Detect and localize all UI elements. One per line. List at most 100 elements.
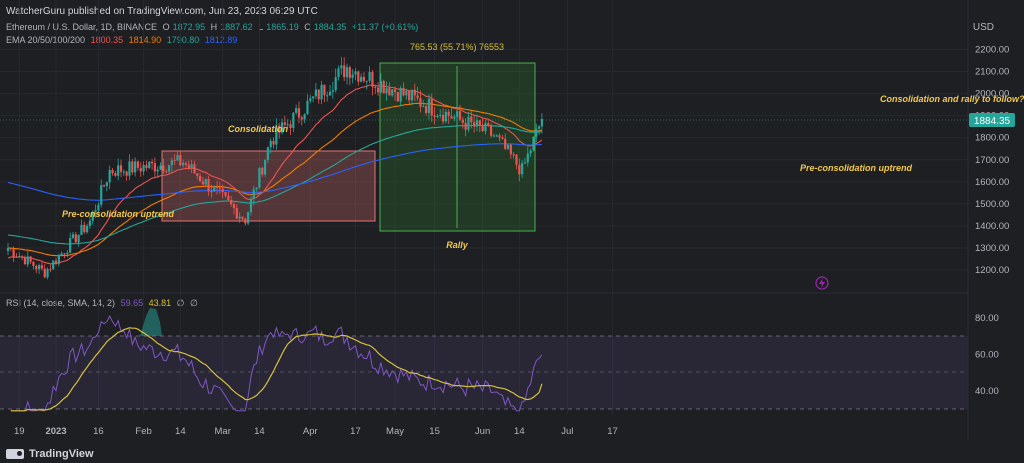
candle-body [235, 208, 238, 219]
ema-line [7, 143, 542, 201]
rsi-band [0, 336, 968, 409]
candle-body [351, 74, 354, 78]
candle-body [9, 248, 12, 250]
candle-body [456, 111, 459, 117]
rsi-panel [0, 308, 968, 412]
candle-body [71, 234, 75, 238]
candle-body [156, 169, 159, 172]
candle-body [57, 255, 60, 264]
candle-body [46, 269, 49, 278]
candle-body [504, 138, 507, 149]
candle-body [117, 165, 120, 176]
candles [6, 56, 544, 280]
candle-body [320, 84, 323, 100]
candle-body [261, 167, 264, 175]
candle-body [379, 80, 382, 93]
rally-label: Rally [446, 240, 469, 250]
candle-body [436, 115, 439, 117]
price-tick-label: 2200.00 [975, 44, 1009, 55]
candle-body [371, 72, 374, 87]
rsi-overbought-fill [140, 308, 162, 336]
ema-200-value: 1812.89 [204, 35, 238, 45]
candle-body [506, 144, 510, 149]
candle-body [66, 252, 69, 255]
candle-body [258, 167, 261, 188]
ema-50-value: 1814.90 [128, 35, 162, 45]
candle-body [199, 175, 202, 182]
candle-body [255, 187, 258, 190]
candle-body [210, 191, 213, 193]
candle-body [526, 153, 529, 163]
time-tick-label: 14 [254, 426, 265, 437]
candle-body [230, 199, 233, 205]
candle-body [419, 98, 422, 107]
time-tick-label: 14 [175, 426, 186, 437]
price-tick-label: 2000.00 [975, 89, 1009, 100]
candle-body [111, 170, 114, 174]
candle-body [388, 88, 391, 96]
candle-body [328, 91, 332, 96]
candle-body [458, 111, 462, 120]
candle-body [495, 135, 498, 137]
time-tick-label: Jul [561, 426, 573, 437]
candle-body [529, 150, 532, 154]
candle-body [402, 87, 405, 96]
candle-body [360, 76, 363, 82]
ema-line [7, 124, 542, 245]
candle-body [207, 178, 210, 192]
candle-body [193, 164, 196, 174]
candle-body [306, 100, 309, 115]
time-tick-label: Apr [303, 426, 318, 437]
candle-body [357, 71, 360, 82]
candle-body [512, 154, 515, 156]
candle-body [532, 136, 535, 151]
candle-body [196, 173, 199, 176]
candle-body [492, 135, 495, 137]
candle-body [501, 137, 504, 139]
candle-body [345, 67, 349, 78]
candle-body [391, 89, 394, 96]
candle-body [430, 98, 433, 116]
candle-body [49, 269, 52, 271]
candle-body [60, 253, 63, 256]
rsi-tick-label: 80.00 [975, 313, 999, 324]
candle-body [148, 161, 151, 169]
footer-brand[interactable]: TradingView [6, 448, 94, 460]
rsi-tick-label: 40.00 [975, 386, 999, 397]
time-tick-label: 15 [429, 426, 440, 437]
candle-body [425, 106, 428, 113]
time-tick-label: 16 [93, 426, 104, 437]
candle-body [100, 185, 103, 205]
time-tick-label: 2023 [45, 426, 66, 437]
time-tick-label: Feb [135, 426, 151, 437]
candle-body [518, 164, 521, 175]
candle-body [244, 218, 247, 224]
candle-body [102, 185, 106, 187]
candle-body [447, 111, 450, 117]
candle-body [484, 123, 487, 132]
ohlc-close: 1884.35 [313, 22, 347, 32]
candle-body [108, 170, 111, 183]
candle-body [475, 120, 479, 127]
candle-body [252, 189, 255, 199]
brand-name: TradingView [29, 448, 94, 460]
candle-body [326, 95, 329, 97]
candle-body [422, 106, 425, 108]
candle-body [227, 195, 230, 200]
last-price-tag: 1884.35 [969, 113, 1015, 127]
publisher-line: WatcherGuru published on TradingView.com… [6, 6, 318, 17]
candle-body [201, 181, 205, 185]
candle-body [221, 188, 224, 193]
ohlc-open: 1872.95 [172, 22, 206, 32]
candle-body [295, 108, 298, 113]
time-tick-label: 17 [607, 426, 618, 437]
candle-body [145, 165, 148, 169]
ema-20-value: 1800.35 [90, 35, 124, 45]
candle-body [300, 117, 303, 120]
candle-body [444, 111, 447, 122]
candle-body [218, 187, 221, 189]
candle-body [473, 122, 476, 127]
candle-body [410, 89, 414, 101]
rsi-hide-icon-2[interactable]: ∅ [190, 298, 198, 308]
